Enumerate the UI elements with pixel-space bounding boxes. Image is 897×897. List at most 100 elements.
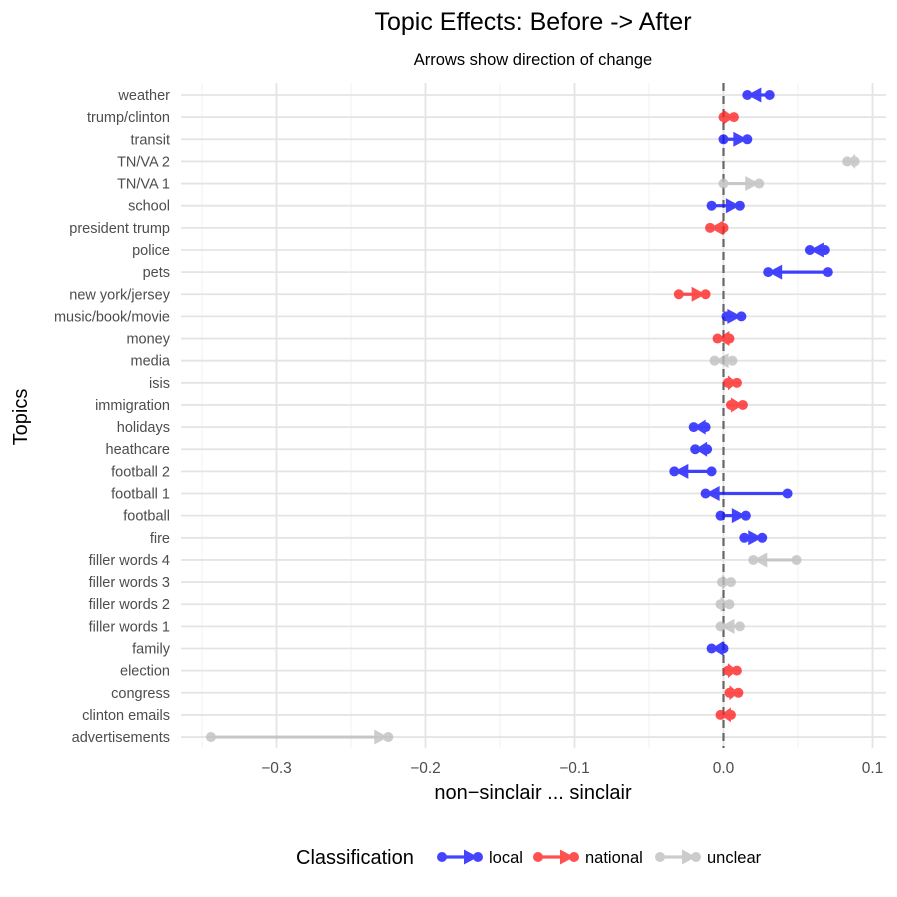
after-point <box>706 643 717 654</box>
y-tick-label: congress <box>111 686 170 702</box>
after-point <box>688 422 699 433</box>
after-point <box>733 687 744 698</box>
chart-subtitle: Arrows show direction of change <box>414 51 652 69</box>
arrow-head <box>809 242 824 258</box>
after-point <box>737 399 748 410</box>
after-point <box>669 466 680 477</box>
y-tick-label: holidays <box>117 420 170 436</box>
arrow-head <box>753 552 768 568</box>
arrow-football-2 <box>669 463 717 479</box>
arrow-head <box>691 286 706 302</box>
arrow-weather <box>742 87 775 103</box>
arrow-head <box>705 486 720 502</box>
arrow-school <box>706 198 745 214</box>
arrow-head <box>720 707 731 723</box>
arrow-head <box>464 849 478 865</box>
arrow-media <box>709 353 738 369</box>
y-tick-label: football 1 <box>111 487 170 503</box>
y-tick-label: advertisements <box>72 730 170 746</box>
arrow-election <box>722 663 742 679</box>
y-axis-label: Topics <box>10 389 32 446</box>
legend-item-local: local <box>437 849 523 867</box>
arrow-head <box>693 419 706 435</box>
arrow-new-york-jersey <box>673 286 711 302</box>
arrow-head <box>695 441 708 457</box>
arrow-filler-words-4 <box>748 552 802 568</box>
arrow-money <box>712 331 735 347</box>
arrow-football-1 <box>700 486 793 502</box>
after-point <box>763 267 774 278</box>
y-tick-label: football 2 <box>111 464 170 480</box>
arrow-isis <box>722 375 742 391</box>
arrow-head <box>768 264 783 280</box>
x-tick-label: 0.0 <box>713 760 735 777</box>
arrow-filler-words-1 <box>715 618 745 634</box>
after-point <box>700 289 711 300</box>
y-tick-label: filler words 2 <box>89 597 170 613</box>
arrow-head <box>674 463 689 479</box>
arrow-police <box>804 242 830 258</box>
arrow-fire <box>739 530 768 546</box>
legend-label: national <box>585 849 643 867</box>
arrow-head <box>714 353 729 369</box>
arrow-head <box>720 618 735 634</box>
after-point <box>715 709 726 720</box>
legend-label: unclear <box>707 849 762 867</box>
y-tick-label: school <box>128 199 170 215</box>
arrow-head <box>745 176 760 192</box>
arrow-music-book-movie <box>721 308 747 324</box>
after-point <box>804 244 815 255</box>
after-point <box>736 311 747 322</box>
arrow-family <box>706 641 729 656</box>
y-tick-labels: weather trump/clinton transit TN/VA 2 TN/VA … <box>54 88 171 746</box>
after-point <box>690 444 701 455</box>
arrows <box>205 87 860 745</box>
arrow-head <box>723 109 734 125</box>
y-tick-label: election <box>120 664 170 680</box>
arrow-head <box>560 849 574 865</box>
after-point <box>569 852 579 862</box>
legend-item-unclear: unclear <box>655 849 762 867</box>
arrow-head <box>730 397 743 413</box>
after-point <box>742 90 753 100</box>
x-tick-label: −0.1 <box>559 760 590 777</box>
after-point <box>734 200 745 211</box>
x-axis-label: non−sinclair ... sinclair <box>434 782 632 804</box>
arrow-football <box>715 508 751 524</box>
grid <box>181 83 886 748</box>
arrow-head <box>711 641 724 656</box>
y-tick-label: filler words 3 <box>89 575 170 591</box>
after-point <box>728 112 739 123</box>
arrow-head <box>717 331 730 347</box>
legend-label: local <box>489 849 523 867</box>
arrow-head <box>747 87 762 103</box>
arrow-heathcare <box>690 441 713 457</box>
x-tick-label: −0.3 <box>261 760 292 777</box>
arrow-head <box>733 131 748 147</box>
legend-title: Classification <box>296 847 414 869</box>
x-tick-label: −0.2 <box>410 760 441 777</box>
arrow-head <box>374 729 389 745</box>
y-tick-label: president trump <box>69 221 170 237</box>
y-tick-label: TN/VA 2 <box>117 154 170 170</box>
arrow-head <box>748 530 763 546</box>
arrow-immigration <box>725 397 748 413</box>
arrow-congress <box>724 685 744 701</box>
y-tick-label: TN/VA 1 <box>117 177 170 193</box>
y-tick-label: transit <box>131 132 171 148</box>
arrow-tn-va-1 <box>718 176 765 192</box>
after-point <box>691 852 701 862</box>
y-tick-label: pets <box>143 265 170 281</box>
arrow-holidays <box>688 419 711 435</box>
y-tick-label: isis <box>149 376 170 392</box>
y-tick-label: money <box>126 332 170 348</box>
arrow-advertisements <box>205 729 394 745</box>
after-point <box>725 577 736 588</box>
arrow-head <box>725 198 740 214</box>
y-tick-label: heathcare <box>106 442 171 458</box>
y-tick-label: clinton emails <box>82 708 170 724</box>
after-point <box>740 510 751 521</box>
arrow-trump-clinton <box>718 109 739 125</box>
arrow-head <box>727 308 742 324</box>
